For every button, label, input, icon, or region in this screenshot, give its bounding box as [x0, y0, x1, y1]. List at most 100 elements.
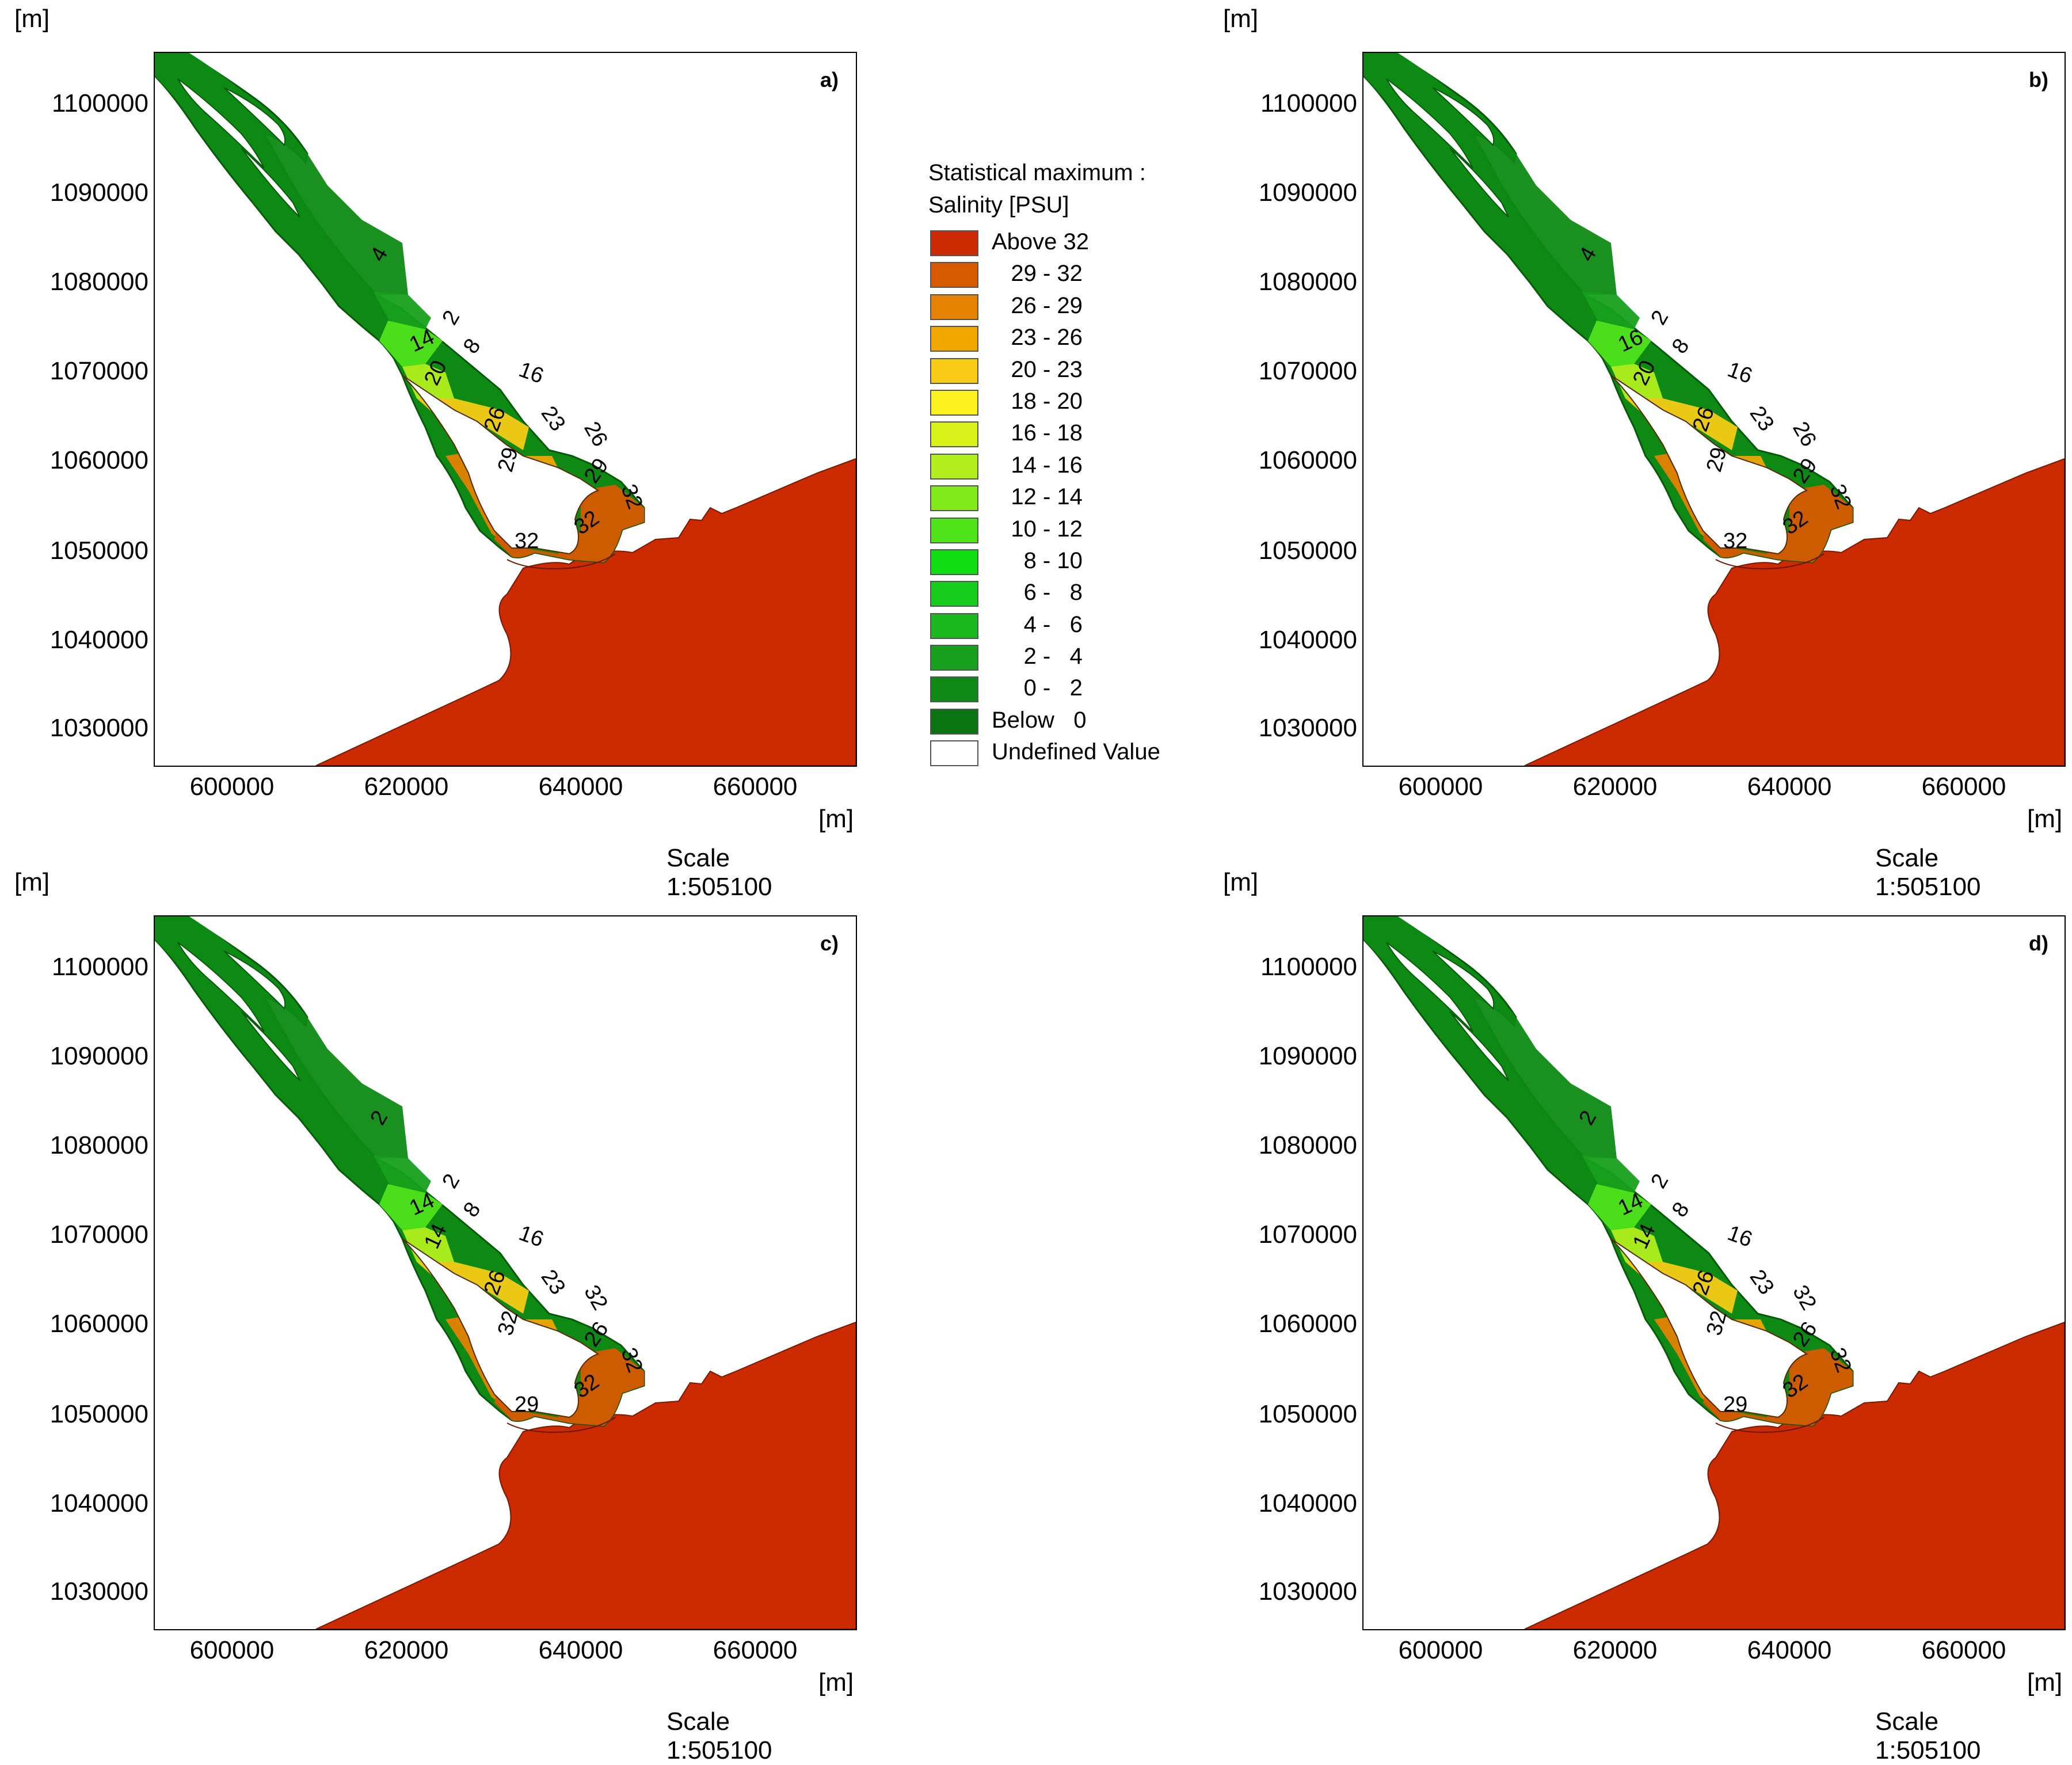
x-tick-label: 620000	[364, 773, 449, 801]
legend-entry: 20 - 23	[928, 355, 1182, 386]
salinity-zone	[1582, 292, 1640, 329]
x-axis-unit: [m]	[818, 1668, 854, 1696]
legend-swatch	[930, 485, 978, 512]
panel-tag: b)	[2029, 68, 2048, 92]
channel-island	[1432, 87, 1495, 146]
y-tick-label: 1030000	[49, 714, 148, 742]
salinity-legend: Statistical maximum : Salinity [PSU] Abo…	[928, 157, 1182, 769]
y-tick-label: 1100000	[1260, 89, 1357, 117]
legend-label: Undefined Value	[992, 739, 1160, 765]
y-axis-unit: [m]	[14, 868, 50, 896]
legend-entry: Above 32	[928, 227, 1182, 258]
legend-entry: 26 - 29	[928, 291, 1182, 322]
salinity-zone	[379, 321, 443, 367]
salinity-zone	[155, 53, 408, 295]
legend-label: 20 - 23	[992, 356, 1083, 382]
legend-label: 8 - 10	[992, 547, 1083, 573]
contour-label: 8	[1667, 1198, 1694, 1222]
salinity-zone	[1703, 485, 1853, 562]
channel-island	[1449, 1011, 1509, 1081]
contour-label: 2	[1646, 1170, 1673, 1192]
y-tick-label: 1100000	[51, 953, 148, 981]
legend-swatch	[930, 549, 978, 575]
channel-island	[1386, 942, 1473, 1032]
x-tick-label: 620000	[1572, 1636, 1658, 1664]
contour-line	[506, 553, 616, 569]
sea-region	[1524, 1321, 2065, 1629]
contour-label: 23	[1745, 1265, 1779, 1299]
x-tick-label: 620000	[1572, 773, 1658, 801]
salinity-zone	[494, 1348, 644, 1426]
x-tick-label: 660000	[713, 773, 798, 801]
legend-swatch	[930, 581, 978, 607]
legend-label: 16 - 18	[992, 420, 1083, 446]
contour-label: 2	[437, 1170, 464, 1192]
x-tick-label: 640000	[538, 773, 623, 801]
contour-label: 8	[459, 334, 486, 358]
y-tick-label: 1080000	[49, 1131, 148, 1159]
y-tick-label: 1030000	[49, 1577, 148, 1606]
y-tick-label: 1040000	[1258, 1489, 1357, 1517]
y-tick-label: 1070000	[1258, 357, 1357, 385]
legend-entry: Undefined Value	[928, 737, 1182, 769]
map-scale-label: Scale 1:505100	[1875, 1707, 1981, 1764]
contour-label: 23	[1745, 402, 1779, 436]
salinity-zone	[1363, 53, 1617, 295]
map-plot-area: 2 2 14 8 16 14 23 26 32 32 26 29 32 32	[154, 915, 857, 1630]
contour-label: 2	[1646, 306, 1673, 329]
salinity-zone	[440, 421, 558, 467]
y-axis-unit: [m]	[1223, 868, 1259, 896]
legend-title-line1: Statistical maximum :	[928, 160, 1146, 185]
y-tick-label: 1070000	[49, 1220, 148, 1249]
contour-label: 29	[515, 1393, 539, 1417]
legend-entry: 16 - 18	[928, 418, 1182, 450]
y-tick-label: 1080000	[49, 268, 148, 296]
salinity-zone	[494, 485, 644, 562]
y-tick-label: 1070000	[49, 357, 148, 385]
map-scale-label: Scale 1:505100	[666, 844, 772, 901]
contour-label: 2	[437, 306, 464, 329]
y-tick-label: 1060000	[49, 446, 148, 474]
x-axis-unit: [m]	[818, 805, 854, 833]
x-tick-label: 620000	[364, 1636, 449, 1664]
contour-label: 8	[1667, 334, 1694, 358]
x-tick-label: 600000	[1398, 773, 1483, 801]
y-tick-label: 1060000	[49, 1310, 148, 1338]
legend-swatch	[930, 645, 978, 671]
map-scale-label: Scale 1:505100	[666, 1707, 772, 1764]
y-axis-unit: [m]	[14, 5, 50, 33]
legend-swatch	[930, 389, 978, 416]
channel-island	[241, 1011, 300, 1081]
legend-entries: Above 32 29 - 32 26 - 29 23 - 26 20 - 23…	[928, 227, 1182, 769]
x-tick-label: 660000	[1921, 1636, 2006, 1664]
inland-area	[1610, 1238, 1808, 1418]
legend-entry: 8 - 10	[928, 546, 1182, 577]
y-tick-label: 1090000	[49, 178, 148, 207]
panel-tag: a)	[820, 68, 839, 92]
x-tick-label: 600000	[189, 1636, 275, 1664]
channel-island	[1386, 78, 1473, 169]
legend-swatch	[930, 517, 978, 543]
contour-label: 16	[1724, 357, 1755, 389]
contour-label: 8	[459, 1198, 486, 1222]
y-tick-label: 1090000	[1258, 178, 1357, 207]
legend-swatch	[930, 740, 978, 767]
legend-swatch	[930, 294, 978, 320]
y-tick-label: 1050000	[49, 537, 148, 565]
salinity-zone	[379, 1184, 443, 1230]
legend-swatch	[930, 613, 978, 639]
contour-label: 16	[516, 357, 547, 389]
salinity-zone	[1648, 1285, 1766, 1331]
salinity-zone	[1588, 321, 1651, 367]
legend-entry: 23 - 26	[928, 322, 1182, 354]
contour-label: 26	[579, 418, 612, 451]
inland-area	[402, 1238, 600, 1418]
salinity-zone	[155, 916, 408, 1158]
contour-label: 32	[1723, 529, 1747, 553]
y-tick-label: 1070000	[1258, 1220, 1357, 1249]
y-tick-label: 1090000	[49, 1042, 148, 1070]
legend-swatch	[930, 708, 978, 735]
y-tick-label: 1040000	[49, 1489, 148, 1517]
